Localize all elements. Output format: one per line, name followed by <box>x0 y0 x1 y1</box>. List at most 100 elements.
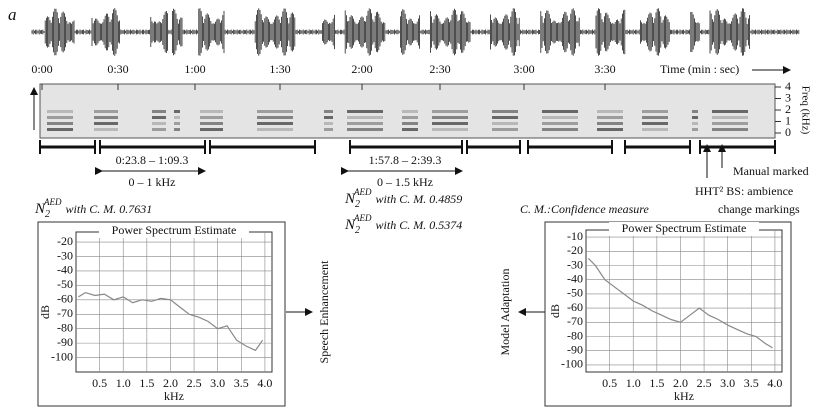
spectrogram-blob <box>257 122 293 125</box>
spectrogram-blob <box>542 122 578 125</box>
score-sup: AED <box>353 187 372 197</box>
x-tick-label: 1.0 <box>116 376 131 390</box>
y-tick-label: -60 <box>567 300 583 314</box>
score-sup: AED <box>353 213 372 223</box>
spectrogram-blob <box>94 122 118 125</box>
spectrogram-blob <box>200 110 223 113</box>
y-tick-label: -50 <box>567 286 583 300</box>
y-tick-label: -20 <box>567 243 583 257</box>
chart-title: Power Spectrum Estimate <box>112 223 237 237</box>
y-tick-label: -20 <box>57 234 73 248</box>
spectrogram-blob <box>347 110 383 113</box>
time-tick-label: 2:30 <box>429 62 450 76</box>
spectrogram-blob <box>692 122 698 125</box>
score: N2AEDwith C. M. 0.5374 <box>344 213 462 236</box>
spectrogram <box>40 84 775 138</box>
spectrogram-blob <box>432 128 468 131</box>
spectrogram-blob <box>200 122 223 125</box>
spectrogram-blob <box>324 110 333 113</box>
score-text: with C. M. 0.7631 <box>66 202 153 216</box>
time-tick-label: 1:30 <box>269 62 290 76</box>
x-axis-label: kHz <box>164 389 184 403</box>
spectrogram-blob <box>542 128 578 131</box>
y-tick-label: -80 <box>567 328 583 342</box>
x-tick-label: 1.0 <box>626 376 641 390</box>
segment-range: 0:23.8 – 1:09.3 <box>116 153 189 167</box>
spectrogram-blob <box>402 122 418 125</box>
x-tick-label: 1.5 <box>649 376 664 390</box>
y-tick-label: -90 <box>567 342 583 356</box>
spectrogram-blob <box>492 128 518 131</box>
spectrogram-blob <box>402 128 418 131</box>
spectrogram-blob <box>432 116 468 119</box>
spectrogram-blob <box>432 110 468 113</box>
x-tick-label: 0.5 <box>602 376 617 390</box>
spectrogram-blob <box>47 122 73 125</box>
spectrogram-blob <box>324 116 333 119</box>
time-axis-label: Time (min : sec) <box>660 62 739 76</box>
score-sub: 2 <box>355 225 360 236</box>
spectrogram-blob <box>597 128 623 131</box>
y-tick-label: -50 <box>57 277 73 291</box>
x-tick-label: 3.5 <box>744 376 759 390</box>
spectrogram-blob <box>94 128 118 131</box>
x-tick-label: 0.5 <box>92 376 107 390</box>
spectrogram-blob <box>712 122 748 125</box>
spectrogram-blob <box>597 110 623 113</box>
spectrogram-blob <box>152 128 166 131</box>
action-label: Model Adaptation <box>498 269 512 356</box>
chart-title: Power Spectrum Estimate <box>622 221 747 235</box>
x-axis-label: kHz <box>674 389 694 403</box>
spectrogram-blob <box>402 110 418 113</box>
score: N2AEDwith C. M. 0.7631 <box>34 197 152 220</box>
time-tick-label: 3:30 <box>594 62 615 76</box>
spectrogram-blob <box>174 116 180 119</box>
time-tick-label: 1:00 <box>184 62 205 76</box>
spectrogram-blob <box>47 128 73 131</box>
time-tick-label: 3:00 <box>513 62 534 76</box>
confidence-note: C. M.:Confidence measure <box>520 202 650 216</box>
score-text: with C. M. 0.4859 <box>376 192 463 206</box>
y-tick-label: -60 <box>57 292 73 306</box>
spectrogram-blob <box>324 122 333 125</box>
spectrogram-blob <box>542 116 578 119</box>
spectrogram-blob <box>492 110 518 113</box>
spectrogram-blob <box>257 110 293 113</box>
x-tick-label: 4.0 <box>767 376 782 390</box>
spectrogram-blob <box>492 116 518 119</box>
figure: a Time (min : sec) Freq (kHz) 0:23.8 – 1… <box>0 0 817 408</box>
x-tick-label: 2.0 <box>163 376 178 390</box>
spectrogram-blob <box>712 110 748 113</box>
spectrogram-blob <box>200 128 223 131</box>
hht-label: HHT² BS: ambience <box>695 184 793 198</box>
spectrogram-blob <box>432 122 468 125</box>
x-tick-label: 3.0 <box>210 376 225 390</box>
spectrogram-blob <box>174 122 180 125</box>
time-tick-label: 0:30 <box>107 62 128 76</box>
segment-range: 1:57.8 – 2:39.3 <box>369 153 442 167</box>
spectrogram-blob <box>347 122 383 125</box>
spectrogram-blob <box>642 128 668 131</box>
spectrogram-blob <box>692 110 698 113</box>
x-tick-label: 4.0 <box>257 376 272 390</box>
y-tick-label: -70 <box>567 314 583 328</box>
segment-band: 0 – 1.5 kHz <box>377 175 433 189</box>
x-tick-label: 2.5 <box>187 376 202 390</box>
x-tick-label: 2.0 <box>673 376 688 390</box>
spectrogram-blob <box>712 116 748 119</box>
waveform-trace <box>32 8 799 56</box>
y-tick-label: -80 <box>57 320 73 334</box>
segment-band: 0 – 1 kHz <box>129 175 176 189</box>
spectrogram-blob <box>642 116 668 119</box>
y-tick-label: -10 <box>567 229 583 243</box>
spectrogram-blob <box>347 116 383 119</box>
action-label: Speech Enhancement <box>317 260 331 364</box>
spectrogram-blob <box>152 122 166 125</box>
hht-label: change markings <box>718 202 800 216</box>
score-sup: AED <box>43 197 62 207</box>
spectrogram-blob <box>712 128 748 131</box>
y-tick-label: -90 <box>57 335 73 349</box>
freq-label: Freq (kHz) <box>799 86 811 135</box>
spectrogram-blob <box>47 116 73 119</box>
